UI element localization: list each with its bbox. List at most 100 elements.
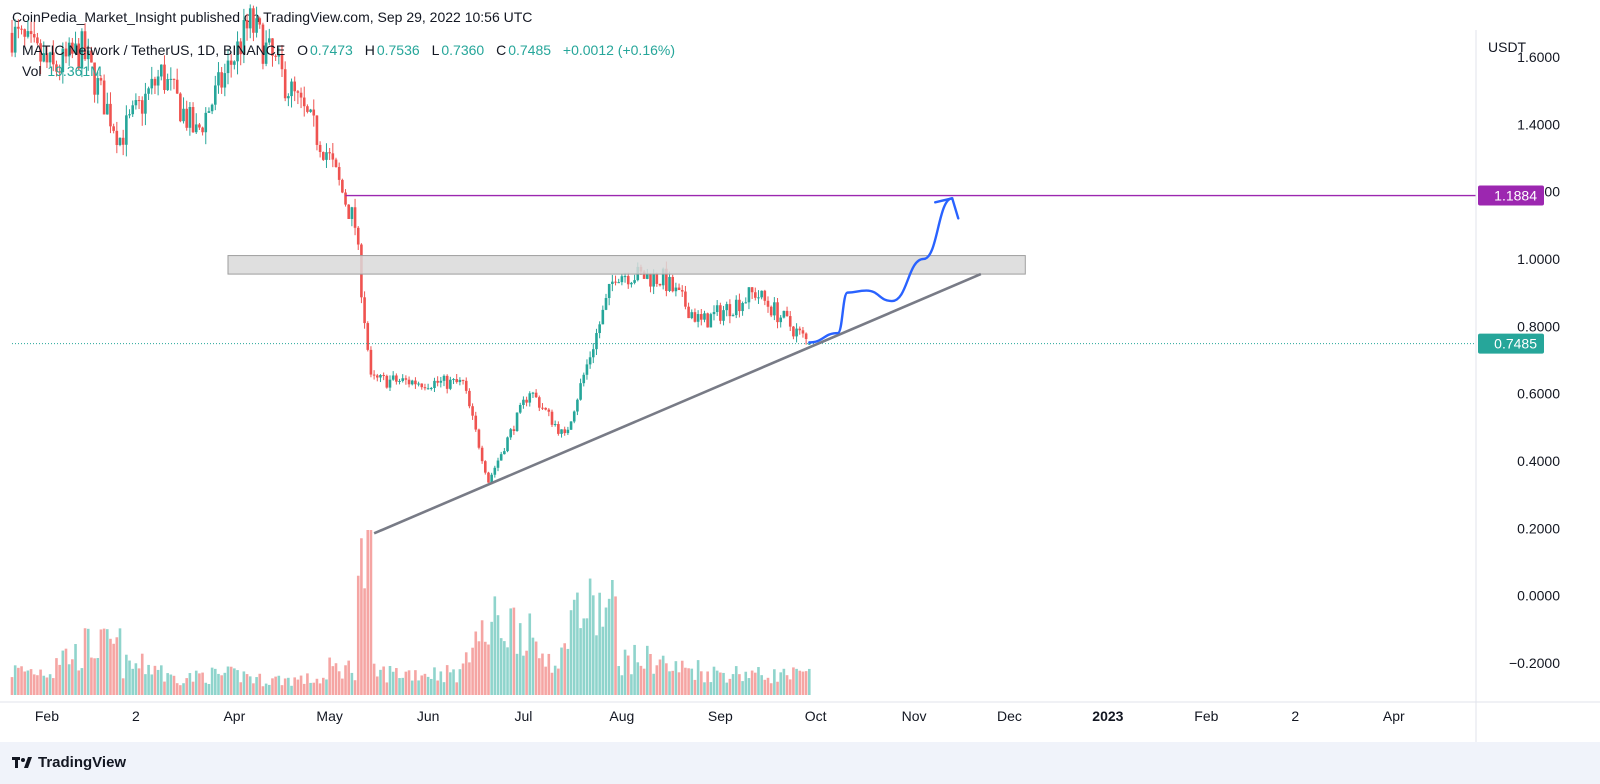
- candle-body: [452, 379, 455, 381]
- volume-bar: [217, 673, 220, 695]
- candle-body: [388, 379, 392, 388]
- volume-bar: [525, 650, 528, 695]
- volume-bar: [779, 672, 783, 695]
- candle-body: [217, 72, 220, 86]
- volume-bar: [290, 685, 293, 695]
- volume-bar: [29, 669, 33, 695]
- volume-bar: [321, 677, 325, 695]
- resistance-zone[interactable]: [227, 255, 1026, 275]
- volume-bar: [112, 643, 115, 695]
- volume-bar: [639, 665, 643, 695]
- price-change: +0.0012 (+0.16%): [562, 42, 676, 58]
- ascending-trendline[interactable]: [373, 272, 982, 535]
- candle-body: [191, 107, 195, 133]
- candle-body: [331, 153, 335, 160]
- volume-bar: [128, 660, 131, 695]
- candle-body: [204, 112, 208, 133]
- volume-bar: [649, 653, 652, 695]
- candle-body: [722, 310, 725, 321]
- candle-body: [226, 60, 230, 74]
- volume-bar: [776, 681, 779, 695]
- candle-body: [483, 461, 487, 473]
- volume-bar: [169, 674, 173, 695]
- candle-body: [499, 454, 503, 461]
- candle-body: [537, 397, 541, 408]
- volume-bar: [563, 643, 567, 695]
- candle-body: [147, 88, 150, 94]
- candle-body: [29, 31, 33, 35]
- candle-body: [77, 43, 81, 69]
- candle-body: [395, 375, 398, 382]
- volume-bar: [661, 655, 665, 695]
- volume-bar: [248, 676, 252, 695]
- candlesticks: [10, 4, 811, 485]
- candle-body: [579, 383, 582, 400]
- volume-bar: [468, 662, 471, 695]
- volume-bar: [372, 663, 376, 695]
- volume-bar: [356, 575, 360, 695]
- candle-body: [36, 37, 39, 44]
- candle-body: [169, 78, 173, 80]
- price-axis[interactable]: 1.60001.40001.20001.00000.80000.60000.40…: [1509, 49, 1560, 671]
- volume-bar: [417, 680, 420, 695]
- candle-body: [401, 378, 405, 381]
- candle-body: [125, 115, 128, 145]
- candle-body: [658, 283, 662, 286]
- candle-body: [738, 299, 741, 312]
- projection-arrow[interactable]: [808, 197, 954, 344]
- symbol-title[interactable]: MATIC Network / TetherUS, 1D, BINANCE: [22, 42, 286, 58]
- volume-bar: [801, 671, 805, 695]
- candle-body: [321, 151, 325, 160]
- candle-body: [795, 328, 798, 337]
- volume-bar: [668, 671, 671, 695]
- volume-bar: [722, 672, 725, 695]
- candle-body: [328, 152, 331, 154]
- volume-bar: [509, 608, 513, 695]
- candle-body: [617, 282, 621, 284]
- volume-bar: [626, 655, 630, 695]
- tradingview-logo-icon: [12, 756, 32, 768]
- volume-bar: [792, 667, 795, 695]
- candle-body: [468, 390, 471, 407]
- candle-body: [118, 137, 122, 146]
- candle-body: [264, 42, 268, 64]
- candle-body: [372, 374, 376, 376]
- volume-bar: [337, 671, 341, 695]
- volume-bar: [541, 653, 544, 695]
- candle-body: [725, 304, 729, 311]
- volume-bar: [283, 678, 287, 695]
- volume-bar: [734, 666, 738, 695]
- volume-bar: [601, 626, 605, 695]
- candle-body: [309, 109, 312, 112]
- volume-bar: [55, 658, 58, 695]
- volume-bar: [445, 665, 449, 695]
- candle-body: [503, 451, 506, 455]
- price-tags: 1.1884 0.7485: [1478, 185, 1544, 354]
- volume-bar: [20, 666, 23, 695]
- time-axis[interactable]: Feb 2 Apr May Jun Jul Aug Sep Oct Nov Dec 2023 Feb 2 A…: [0, 701, 1600, 724]
- volume-bar: [407, 670, 411, 695]
- volume-bar: [204, 682, 208, 695]
- candle-body: [420, 383, 424, 388]
- candle-body: [83, 31, 87, 60]
- tradingview-branding[interactable]: TradingView: [12, 754, 126, 771]
- volume-bar: [74, 644, 77, 695]
- candle-body: [620, 276, 624, 283]
- candle-body: [509, 429, 513, 438]
- candle-body: [137, 100, 141, 102]
- last-price-tag-box: [1478, 333, 1544, 354]
- candle-body: [528, 393, 532, 403]
- candle-body: [788, 316, 792, 327]
- volume-bar: [328, 657, 331, 695]
- volume-bar: [36, 675, 39, 695]
- volume-bar: [452, 669, 455, 695]
- volume-bar: [395, 668, 398, 695]
- price-chart[interactable]: USDT 1.60001.40001.20001.00000.80000.600…: [0, 0, 1600, 742]
- candle-body: [744, 302, 748, 304]
- candle-body: [236, 41, 239, 62]
- candle-body: [121, 137, 125, 145]
- candle-body: [207, 111, 211, 113]
- x-tick-label: Apr: [223, 708, 245, 724]
- volume-bar: [242, 671, 246, 695]
- volume-bar: [426, 676, 430, 695]
